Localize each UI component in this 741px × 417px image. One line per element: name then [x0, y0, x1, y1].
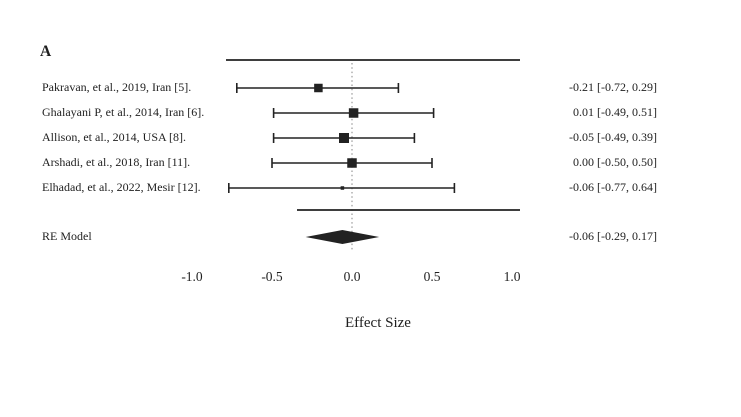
study-label: Elhadad, et al., 2022, Mesir [12].: [42, 180, 201, 194]
x-tick-label: 1.0: [504, 269, 521, 284]
summary-annotation: -0.06 [-0.29, 0.17]: [569, 229, 657, 243]
estimate-annotation: 0.00 [-0.50, 0.50]: [573, 155, 657, 169]
estimate-marker: [339, 133, 349, 143]
study-label: Arshadi, et al., 2018, Iran [11].: [42, 155, 190, 169]
estimate-marker: [348, 108, 359, 118]
x-tick-label: -1.0: [181, 269, 203, 284]
estimate-annotation: -0.21 [-0.72, 0.29]: [569, 80, 657, 94]
summary-diamond: [305, 230, 380, 244]
study-label: Ghalayani P, et al., 2014, Iran [6].: [42, 105, 204, 119]
x-axis-title: Effect Size: [345, 315, 411, 331]
estimate-annotation: -0.05 [-0.49, 0.39]: [569, 130, 657, 144]
estimate-marker: [347, 158, 357, 168]
summary-label: RE Model: [42, 229, 92, 243]
estimate-marker: [314, 83, 323, 93]
x-tick-label: 0.0: [344, 269, 361, 284]
estimate-annotation: 0.01 [-0.49, 0.51]: [573, 105, 657, 119]
panel-label: A: [40, 43, 52, 60]
x-tick-label: 0.5: [424, 269, 441, 284]
x-tick-label: -0.5: [261, 269, 283, 284]
estimate-marker: [340, 186, 345, 190]
plot-content: Pakravan, et al., 2019, Iran [5]. -0.21 […: [42, 59, 657, 284]
study-label: Allison, et al., 2014, USA [8].: [42, 130, 186, 144]
study-label: Pakravan, et al., 2019, Iran [5].: [42, 80, 191, 94]
estimate-annotation: -0.06 [-0.77, 0.64]: [569, 180, 657, 194]
